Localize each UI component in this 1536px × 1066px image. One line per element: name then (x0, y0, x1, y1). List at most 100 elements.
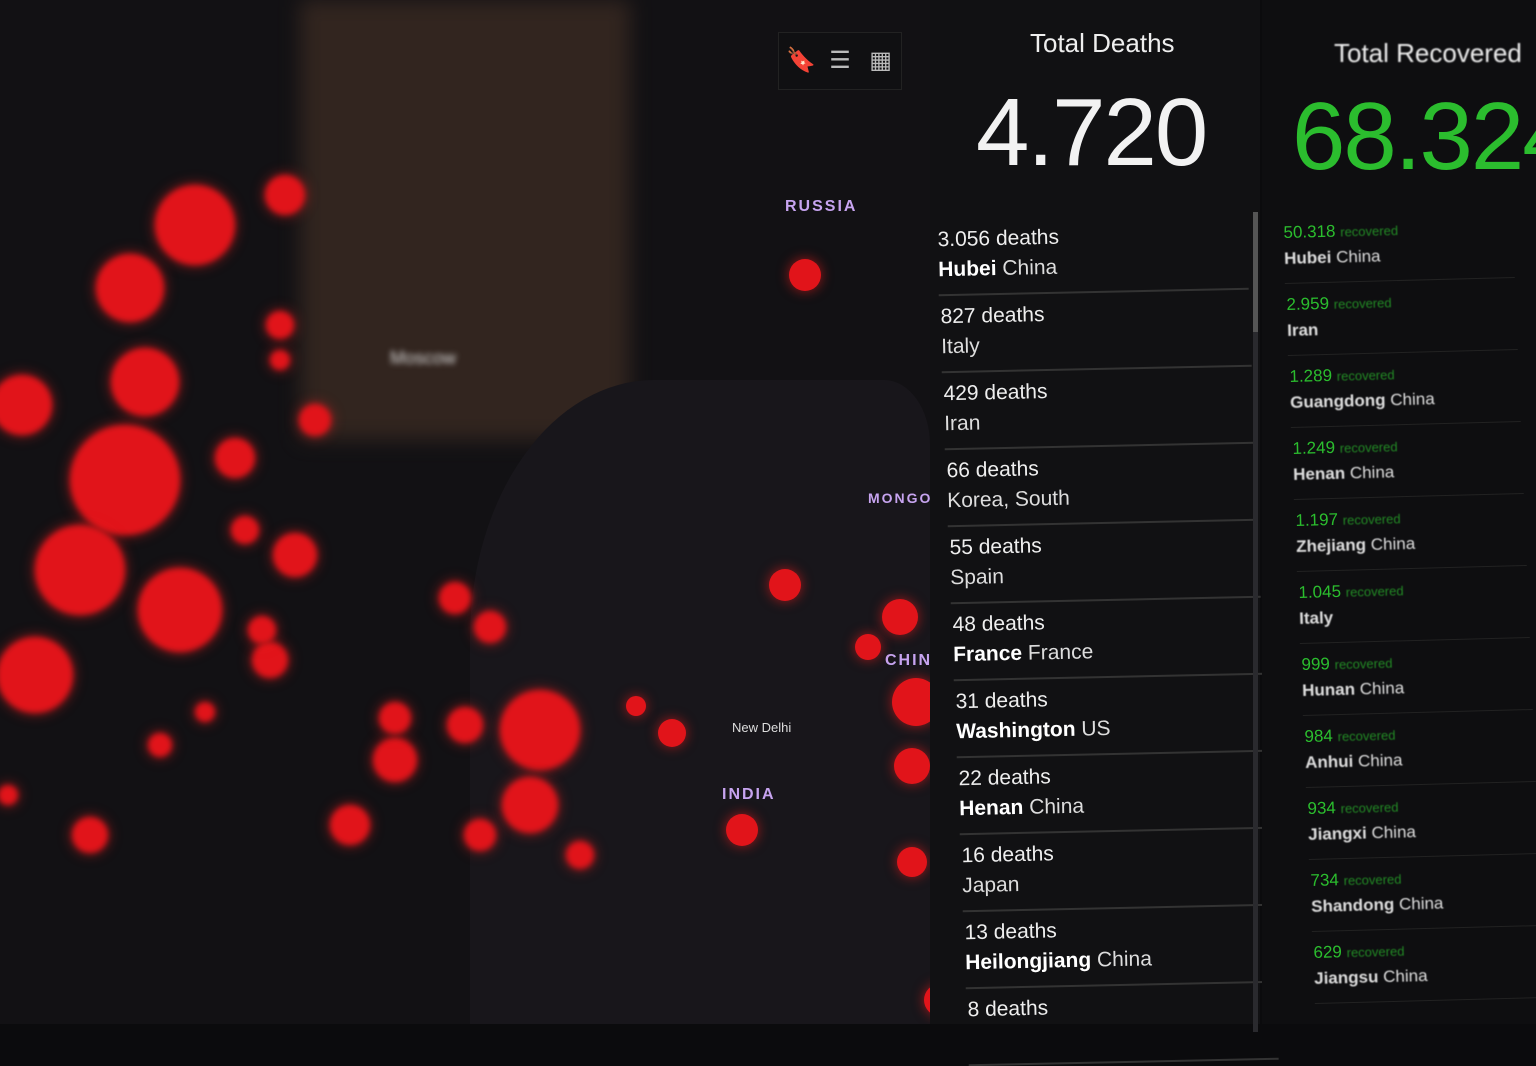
case-marker[interactable] (155, 185, 235, 265)
case-marker[interactable] (894, 748, 930, 784)
death-country: Korea, South (947, 487, 1070, 513)
death-location: Heilongjiang China (965, 945, 1275, 975)
scrollbar-thumb[interactable] (1253, 212, 1258, 332)
death-list-item[interactable]: 8 deaths (967, 992, 1278, 1066)
case-marker[interactable] (439, 582, 471, 614)
case-marker[interactable] (231, 516, 259, 544)
bookmark-icon[interactable]: 🔖 (786, 46, 812, 76)
death-count: 13 deaths (964, 915, 1274, 945)
recovered-region: Jiangsu (1314, 967, 1379, 988)
case-marker[interactable] (789, 259, 821, 291)
death-list-item[interactable]: 827 deaths Italy (940, 299, 1251, 373)
recovered-count: 1.197 (1295, 510, 1338, 530)
case-marker[interactable] (855, 634, 881, 660)
case-marker[interactable] (148, 733, 172, 757)
death-count: 48 deaths (952, 607, 1262, 637)
case-marker[interactable] (882, 599, 918, 635)
recovered-count: 734 (1310, 870, 1339, 890)
recovered-count: 1.249 (1292, 438, 1335, 458)
case-marker[interactable] (35, 525, 125, 615)
case-marker[interactable] (769, 569, 801, 601)
death-list-item[interactable]: 55 deaths Spain (949, 530, 1260, 604)
case-marker[interactable] (474, 611, 506, 643)
recovered-country: China (1399, 894, 1444, 914)
map-label-russia: RUSSIA (785, 198, 857, 216)
case-marker[interactable] (270, 350, 290, 370)
case-marker[interactable] (252, 642, 288, 678)
map-land-russia (300, 0, 630, 440)
case-marker[interactable] (266, 311, 294, 339)
case-marker[interactable] (626, 696, 646, 716)
death-list-item[interactable]: 16 deaths Japan (961, 838, 1272, 912)
map[interactable]: RUSSIA MONGO CHIN INDIA New Delhi Moscow (0, 0, 930, 1024)
case-marker[interactable] (0, 785, 18, 805)
recovered-total: 68.324 (1292, 82, 1536, 192)
case-marker[interactable] (195, 702, 215, 722)
death-region: Washington (956, 718, 1076, 743)
case-marker[interactable] (111, 348, 179, 416)
recovered-suffix: recovered (1337, 367, 1395, 384)
case-marker[interactable] (502, 777, 558, 833)
recovered-country: China (1371, 534, 1416, 554)
recovered-count: 999 (1301, 654, 1330, 674)
map-toolbar: 🔖 ☰ ▦ (778, 32, 902, 90)
case-marker[interactable] (566, 841, 594, 869)
case-marker[interactable] (373, 738, 417, 782)
grid-icon[interactable]: ▦ (868, 46, 894, 76)
case-marker[interactable] (265, 175, 305, 215)
case-marker[interactable] (96, 254, 164, 322)
case-marker[interactable] (0, 375, 52, 435)
recovered-region: Henan (1293, 464, 1345, 484)
case-marker[interactable] (72, 817, 108, 853)
case-marker[interactable] (273, 533, 317, 577)
recovered-suffix: recovered (1340, 439, 1398, 456)
deaths-scrollbar[interactable] (1253, 212, 1258, 1032)
recovered-suffix: recovered (1346, 583, 1404, 600)
case-marker[interactable] (330, 805, 370, 845)
recovered-region: Italy (1299, 608, 1334, 628)
case-marker[interactable] (447, 707, 483, 743)
recovered-region: Shandong (1311, 895, 1395, 916)
recovered-count: 629 (1313, 942, 1342, 962)
recovered-count: 2.959 (1286, 294, 1329, 314)
case-marker[interactable] (299, 404, 331, 436)
case-marker[interactable] (248, 616, 276, 644)
case-marker[interactable] (500, 690, 580, 770)
case-marker[interactable] (658, 719, 686, 747)
recovered-country: China (1383, 966, 1428, 986)
case-marker[interactable] (464, 819, 496, 851)
death-region: Heilongjiang (965, 949, 1091, 975)
case-marker[interactable] (70, 425, 180, 535)
case-marker[interactable] (0, 637, 73, 713)
death-country: Italy (941, 334, 980, 358)
death-list-item[interactable]: 429 deaths Iran (943, 376, 1254, 450)
recovered-country: China (1360, 678, 1405, 698)
recovered-count: 934 (1307, 798, 1336, 818)
death-list-item[interactable]: 66 deaths Korea, South (946, 453, 1257, 527)
case-marker[interactable] (726, 814, 758, 846)
case-marker[interactable] (897, 847, 927, 877)
case-marker[interactable] (215, 438, 255, 478)
recovered-suffix: recovered (1340, 800, 1398, 817)
list-icon[interactable]: ☰ (827, 46, 853, 76)
case-marker[interactable] (138, 568, 222, 652)
case-marker[interactable] (379, 702, 411, 734)
death-country: Japan (962, 873, 1020, 897)
death-country: France (1028, 640, 1094, 664)
